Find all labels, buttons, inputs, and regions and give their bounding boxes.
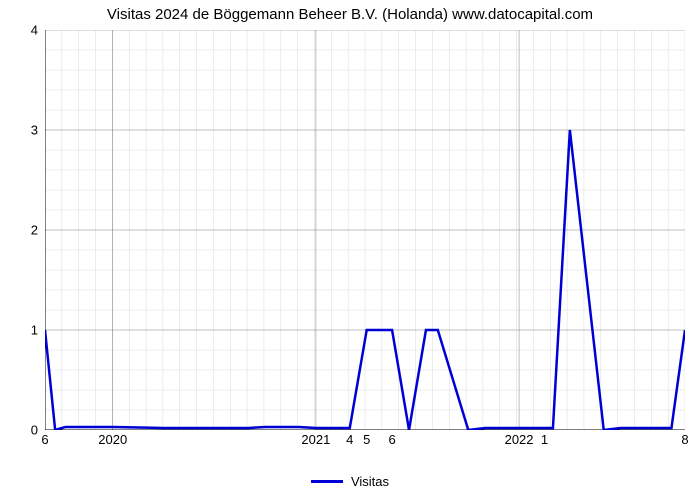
- plot-area: [45, 30, 685, 430]
- plot-svg: [45, 30, 685, 430]
- x-tick-label: 6: [41, 432, 48, 447]
- legend-swatch: [311, 480, 343, 483]
- y-tick-label: 0: [8, 423, 38, 438]
- x-tick-label: 5: [363, 432, 370, 447]
- y-tick-label: 3: [8, 123, 38, 138]
- x-tick-label: 4: [346, 432, 353, 447]
- x-tick-label: 2022: [505, 432, 534, 447]
- x-tick-label: 6: [388, 432, 395, 447]
- legend-label: Visitas: [351, 474, 389, 489]
- legend: Visitas: [0, 470, 700, 489]
- chart-title: Visitas 2024 de Böggemann Beheer B.V. (H…: [0, 6, 700, 23]
- x-tick-label: 2020: [98, 432, 127, 447]
- chart-container: Visitas 2024 de Böggemann Beheer B.V. (H…: [0, 0, 700, 500]
- x-tick-label: 1: [541, 432, 548, 447]
- x-tick-label: 8: [681, 432, 688, 447]
- legend-item: Visitas: [311, 474, 389, 489]
- y-tick-label: 4: [8, 23, 38, 38]
- y-tick-label: 1: [8, 323, 38, 338]
- y-tick-label: 2: [8, 223, 38, 238]
- x-tick-label: 2021: [301, 432, 330, 447]
